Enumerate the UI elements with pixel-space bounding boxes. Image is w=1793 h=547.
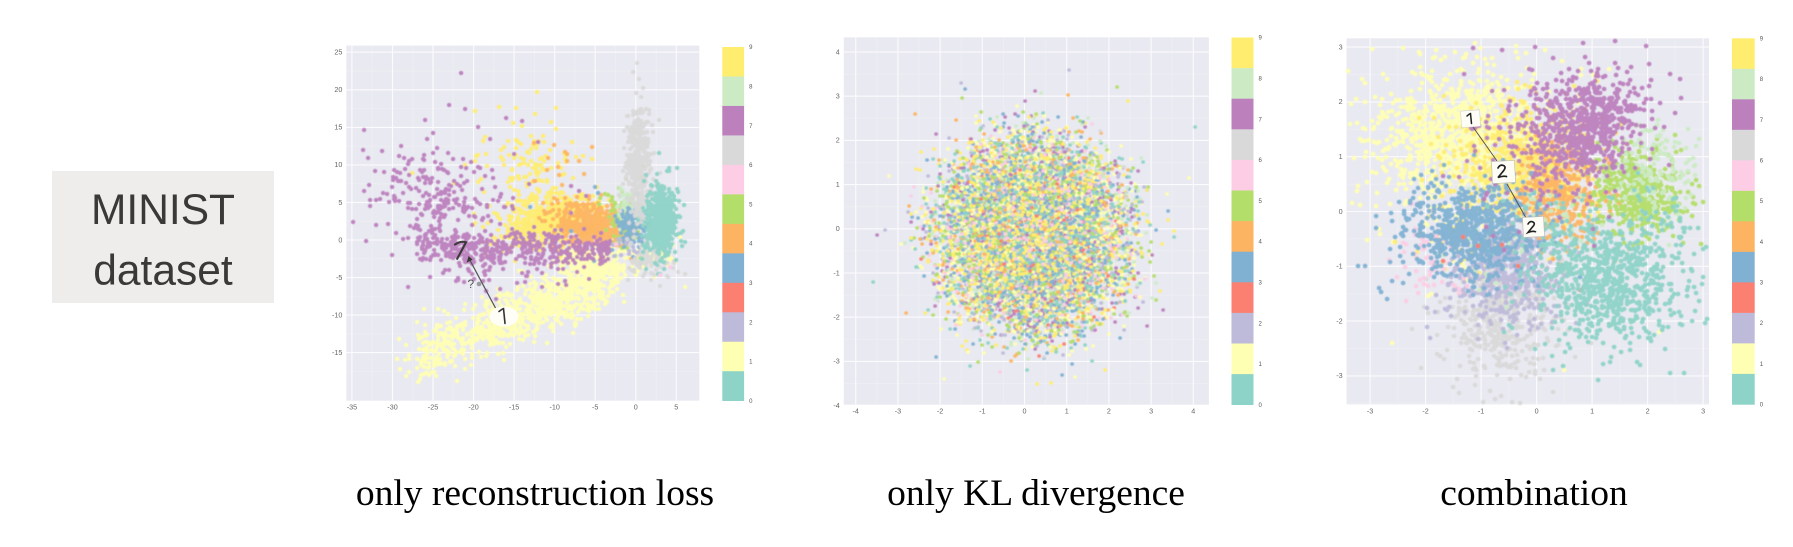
svg-text:25: 25 <box>334 48 342 57</box>
svg-text:?: ? <box>468 277 475 291</box>
svg-text:2: 2 <box>1646 406 1650 415</box>
svg-text:3: 3 <box>1339 42 1343 51</box>
svg-text:-1: -1 <box>1336 262 1342 271</box>
svg-text:-2: -2 <box>833 313 839 322</box>
svg-text:0: 0 <box>1535 406 1539 415</box>
svg-text:5: 5 <box>674 403 678 412</box>
svg-text:MINIST: MINIST <box>91 187 235 234</box>
svg-text:8: 8 <box>1760 77 1764 83</box>
svg-text:-3: -3 <box>895 407 901 416</box>
svg-text:4: 4 <box>1259 240 1263 246</box>
svg-text:0: 0 <box>1259 403 1263 409</box>
svg-text:1: 1 <box>1259 362 1263 368</box>
svg-text:7: 7 <box>749 124 753 130</box>
svg-text:-1: -1 <box>979 407 985 416</box>
svg-text:9: 9 <box>1259 36 1263 42</box>
svg-text:0: 0 <box>634 403 638 412</box>
svg-text:9: 9 <box>1760 37 1764 43</box>
svg-text:only KL divergence: only KL divergence <box>887 473 1185 514</box>
svg-text:2: 2 <box>1107 407 1111 416</box>
svg-text:-4: -4 <box>833 401 839 410</box>
svg-text:-1: -1 <box>833 268 839 277</box>
svg-text:1: 1 <box>836 180 840 189</box>
svg-text:4: 4 <box>1760 240 1764 246</box>
svg-text:0: 0 <box>1339 207 1343 216</box>
svg-text:4: 4 <box>836 47 840 56</box>
svg-text:-1: -1 <box>1478 406 1484 415</box>
svg-text:8: 8 <box>1259 77 1263 83</box>
svg-text:1: 1 <box>1760 362 1764 368</box>
svg-text:3: 3 <box>1760 281 1764 287</box>
svg-text:only reconstruction loss: only reconstruction loss <box>356 473 714 514</box>
svg-text:-3: -3 <box>1336 371 1342 380</box>
svg-text:2: 2 <box>1760 321 1764 327</box>
svg-text:-2: -2 <box>1422 406 1428 415</box>
svg-text:-5: -5 <box>592 403 598 412</box>
svg-text:combination: combination <box>1440 473 1628 514</box>
svg-text:6: 6 <box>1760 159 1764 165</box>
svg-text:9: 9 <box>749 45 753 51</box>
svg-text:-2: -2 <box>1336 316 1342 325</box>
svg-text:-25: -25 <box>428 403 438 412</box>
svg-text:-3: -3 <box>1367 406 1373 415</box>
svg-text:5: 5 <box>749 202 753 208</box>
svg-text:-15: -15 <box>332 348 342 357</box>
svg-text:7: 7 <box>1259 117 1263 123</box>
svg-text:5: 5 <box>1760 199 1764 205</box>
svg-text:2: 2 <box>1339 97 1343 106</box>
svg-text:0: 0 <box>1023 407 1027 416</box>
svg-text:2: 2 <box>836 136 840 145</box>
svg-text:3: 3 <box>836 92 840 101</box>
svg-text:0: 0 <box>836 224 840 233</box>
svg-text:1: 1 <box>1065 407 1069 416</box>
svg-text:7: 7 <box>1760 118 1764 124</box>
svg-text:-3: -3 <box>833 357 839 366</box>
svg-text:8: 8 <box>749 85 753 91</box>
svg-text:15: 15 <box>334 123 342 132</box>
svg-text:-15: -15 <box>509 403 519 412</box>
svg-text:0: 0 <box>749 399 753 405</box>
svg-text:0: 0 <box>1760 403 1764 409</box>
svg-text:-5: -5 <box>336 273 342 282</box>
svg-text:4: 4 <box>1191 407 1195 416</box>
svg-text:3: 3 <box>1149 407 1153 416</box>
svg-text:-30: -30 <box>387 403 397 412</box>
svg-text:2: 2 <box>749 320 753 326</box>
svg-text:-35: -35 <box>347 403 357 412</box>
svg-text:20: 20 <box>334 85 342 94</box>
svg-text:5: 5 <box>1259 199 1263 205</box>
svg-text:6: 6 <box>749 163 753 169</box>
svg-text:0: 0 <box>338 235 342 244</box>
svg-text:-20: -20 <box>468 403 478 412</box>
svg-text:4: 4 <box>749 242 753 248</box>
svg-text:1: 1 <box>749 360 753 366</box>
svg-text:-10: -10 <box>550 403 560 412</box>
svg-text:3: 3 <box>1259 281 1263 287</box>
svg-text:1: 1 <box>1339 152 1343 161</box>
svg-text:3: 3 <box>749 281 753 287</box>
svg-text:10: 10 <box>334 160 342 169</box>
svg-text:2: 2 <box>1259 321 1263 327</box>
svg-text:1: 1 <box>1590 406 1594 415</box>
svg-text:-4: -4 <box>852 407 858 416</box>
svg-text:-2: -2 <box>937 407 943 416</box>
svg-text:-10: -10 <box>332 310 342 319</box>
svg-text:6: 6 <box>1259 158 1263 164</box>
svg-text:5: 5 <box>338 198 342 207</box>
svg-text:dataset: dataset <box>93 248 233 295</box>
svg-text:3: 3 <box>1701 406 1705 415</box>
